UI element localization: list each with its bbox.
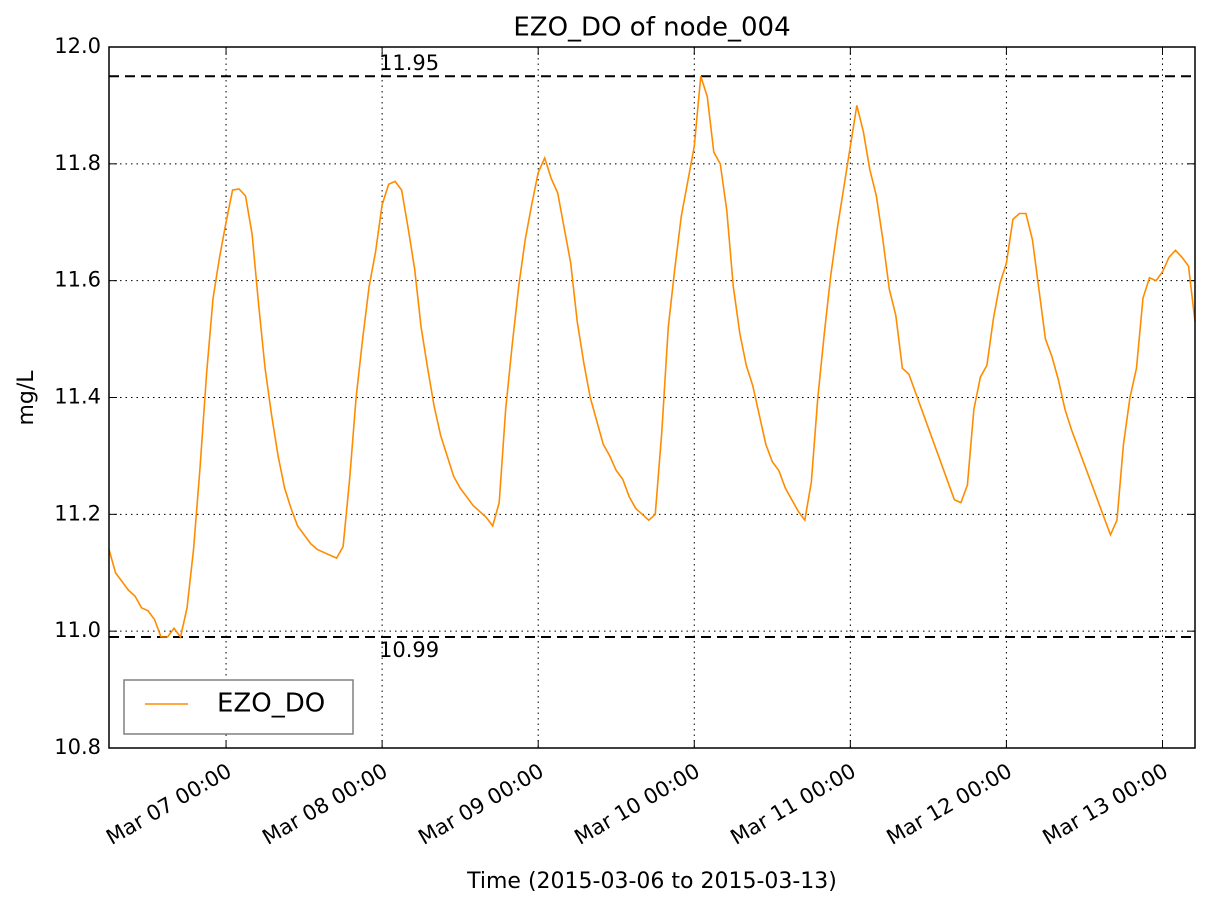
chart-title: EZO_DO of node_004 bbox=[513, 13, 790, 43]
y-tick-label: 12.0 bbox=[54, 34, 101, 58]
plot-frame bbox=[108, 46, 1196, 749]
legend-box bbox=[123, 679, 354, 735]
y-axis-label: mg/L bbox=[14, 370, 39, 426]
reference-label: 11.95 bbox=[379, 51, 439, 75]
data-line bbox=[108, 75, 1196, 639]
y-tick-label: 11.2 bbox=[54, 501, 101, 525]
legend: EZO_DO bbox=[123, 679, 354, 735]
y-tick-label: 11.0 bbox=[54, 618, 101, 642]
legend-label: EZO_DO bbox=[217, 689, 325, 719]
x-axis-label: Time (2015-03-06 to 2015-03-13) bbox=[466, 869, 837, 894]
reference-label: 10.99 bbox=[379, 638, 439, 662]
y-tick-label: 10.8 bbox=[54, 735, 101, 759]
y-tick-label: 11.6 bbox=[54, 268, 101, 292]
y-tick-label: 11.8 bbox=[54, 151, 101, 175]
y-tick-label: 11.4 bbox=[54, 385, 101, 409]
